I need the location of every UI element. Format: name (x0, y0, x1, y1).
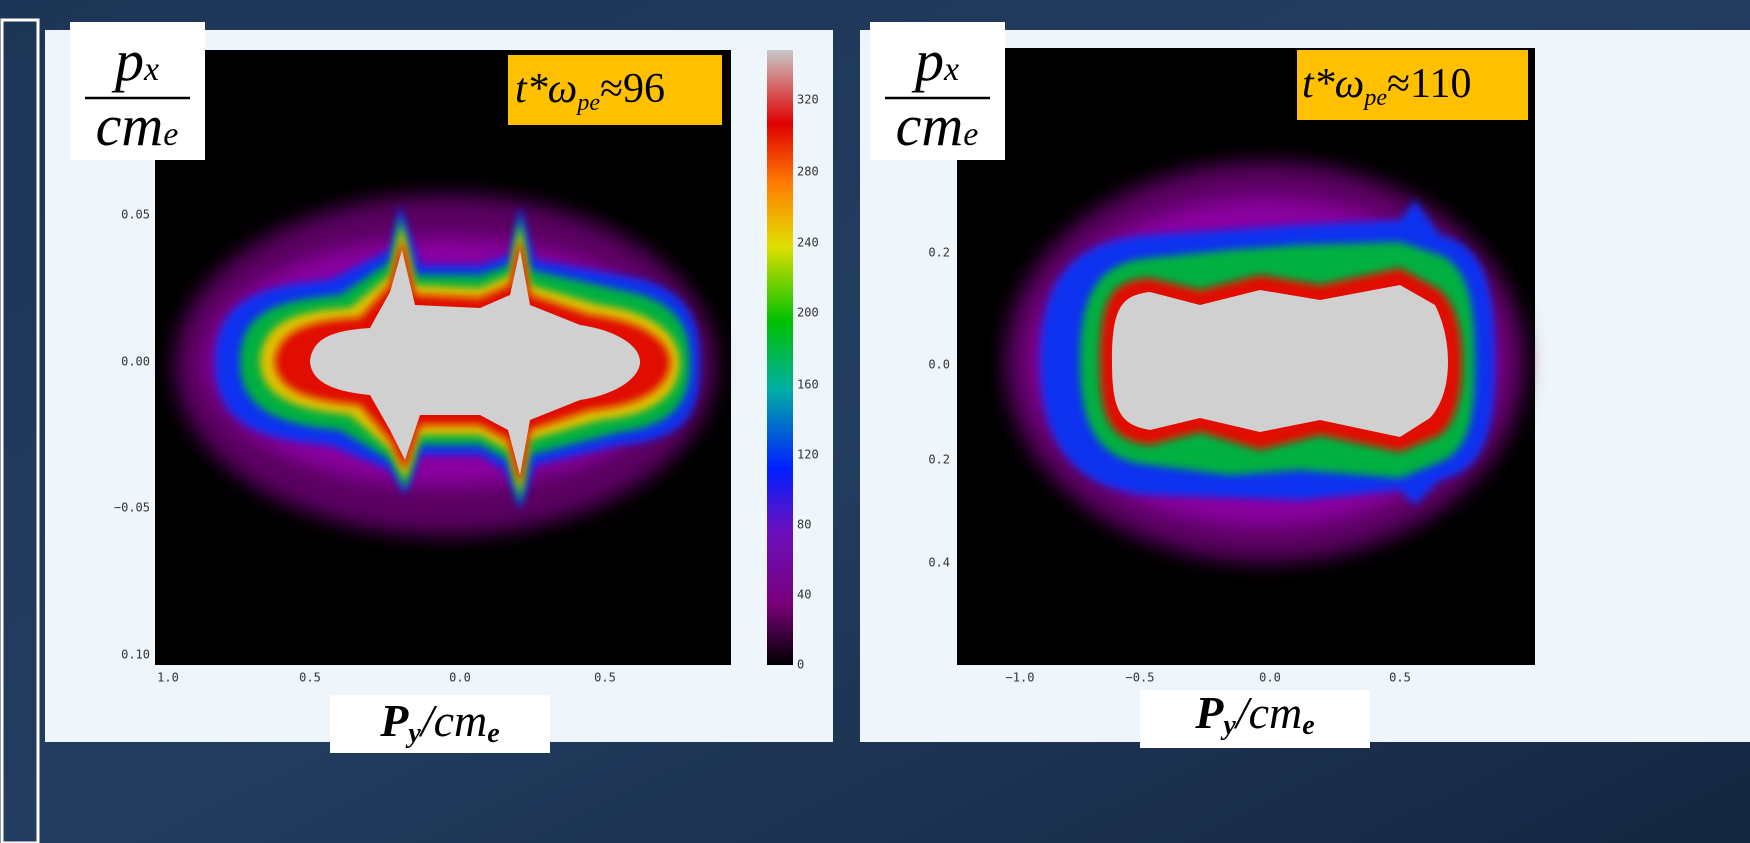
heatmap (1005, 162, 1525, 562)
x-label-box (330, 695, 550, 753)
label-part: t*ω (515, 66, 577, 112)
colorbar-tick-label: 200 (797, 306, 819, 320)
label-part: p (111, 28, 144, 93)
colorbar-tick-label: 240 (797, 236, 819, 250)
y-label-box (870, 22, 1005, 160)
y-tick-label: 0.0 (928, 358, 950, 372)
frame-left (0, 18, 40, 843)
label-part: t*ω (1302, 61, 1364, 107)
label-part: y (405, 718, 421, 749)
y-tick-label: 0.10 (121, 648, 150, 662)
label-part: pe (575, 90, 600, 116)
label-part: pe (1362, 85, 1387, 111)
label-part: ≈110 (1387, 61, 1472, 107)
tick-group: 0.05 0.00 −0.05 0.10 1.0 0.5 0.0 0.5 0 40 80 120 160… (114, 93, 819, 685)
annotation: t*ωpe≈96 (515, 66, 665, 116)
x-label: Py/cme (379, 695, 499, 749)
colorbar-tick-label: 320 (797, 93, 819, 107)
x-tick-label: 0.5 (299, 671, 321, 685)
heatmap (175, 195, 715, 535)
label-part: e (963, 116, 978, 153)
label-part: x (943, 51, 959, 88)
colorbar-tick-label: 40 (797, 588, 811, 602)
annotation: t*ωpe≈110 (1302, 61, 1471, 111)
tick-group: 0.2 0.0 0.2 0.4 −1.0 −0.5 0.0 0.5 (928, 246, 1411, 685)
colorbar-tick-label: 280 (797, 165, 819, 179)
label-part: P (1194, 687, 1224, 738)
x-label-box (1140, 690, 1370, 748)
label-part: /cm (418, 695, 487, 746)
y-tick-label: 0.05 (121, 208, 150, 222)
colorbar (767, 50, 793, 665)
x-tick-label: −0.5 (1126, 671, 1155, 685)
y-label-denominator: cme (896, 93, 979, 158)
label-part: /cm (1233, 687, 1302, 738)
annotation-box (1297, 50, 1528, 120)
x-tick-label: 0.0 (449, 671, 471, 685)
colorbar-tick-label: 120 (797, 448, 819, 462)
colorbar-tick-label: 160 (797, 378, 819, 392)
x-tick-label: 0.5 (594, 671, 616, 685)
y-tick-label: −0.05 (114, 501, 150, 515)
y-tick-label: 0.2 (928, 246, 950, 260)
label-part: cm (96, 93, 164, 158)
x-tick-label: 0.0 (1259, 671, 1281, 685)
label-part: e (487, 718, 499, 749)
y-tick-label: 0.00 (121, 355, 150, 369)
y-tick-label: 0.2 (928, 453, 950, 467)
label-part: e (1302, 710, 1314, 741)
x-tick-label: 0.5 (1389, 671, 1411, 685)
label-part: P (379, 695, 409, 746)
label-part: y (1220, 710, 1236, 741)
x-tick-label: −1.0 (1006, 671, 1035, 685)
label-part: cm (896, 93, 964, 158)
x-label: Py/cme (1194, 687, 1314, 741)
annotation-box (508, 55, 722, 125)
label-part: ≈96 (600, 66, 665, 112)
y-label-box (70, 22, 205, 160)
y-tick-label: 0.4 (928, 556, 950, 570)
label-part: e (163, 116, 178, 153)
label-part: x (143, 51, 159, 88)
colorbar-tick-label: 80 (797, 518, 811, 532)
y-label-denominator: cme (96, 93, 179, 158)
y-label-numerator: px (111, 28, 159, 93)
y-label-numerator: px (911, 28, 959, 93)
x-tick-label: 1.0 (157, 671, 179, 685)
colorbar-tick-label: 0 (797, 658, 804, 672)
label-part: p (911, 28, 944, 93)
